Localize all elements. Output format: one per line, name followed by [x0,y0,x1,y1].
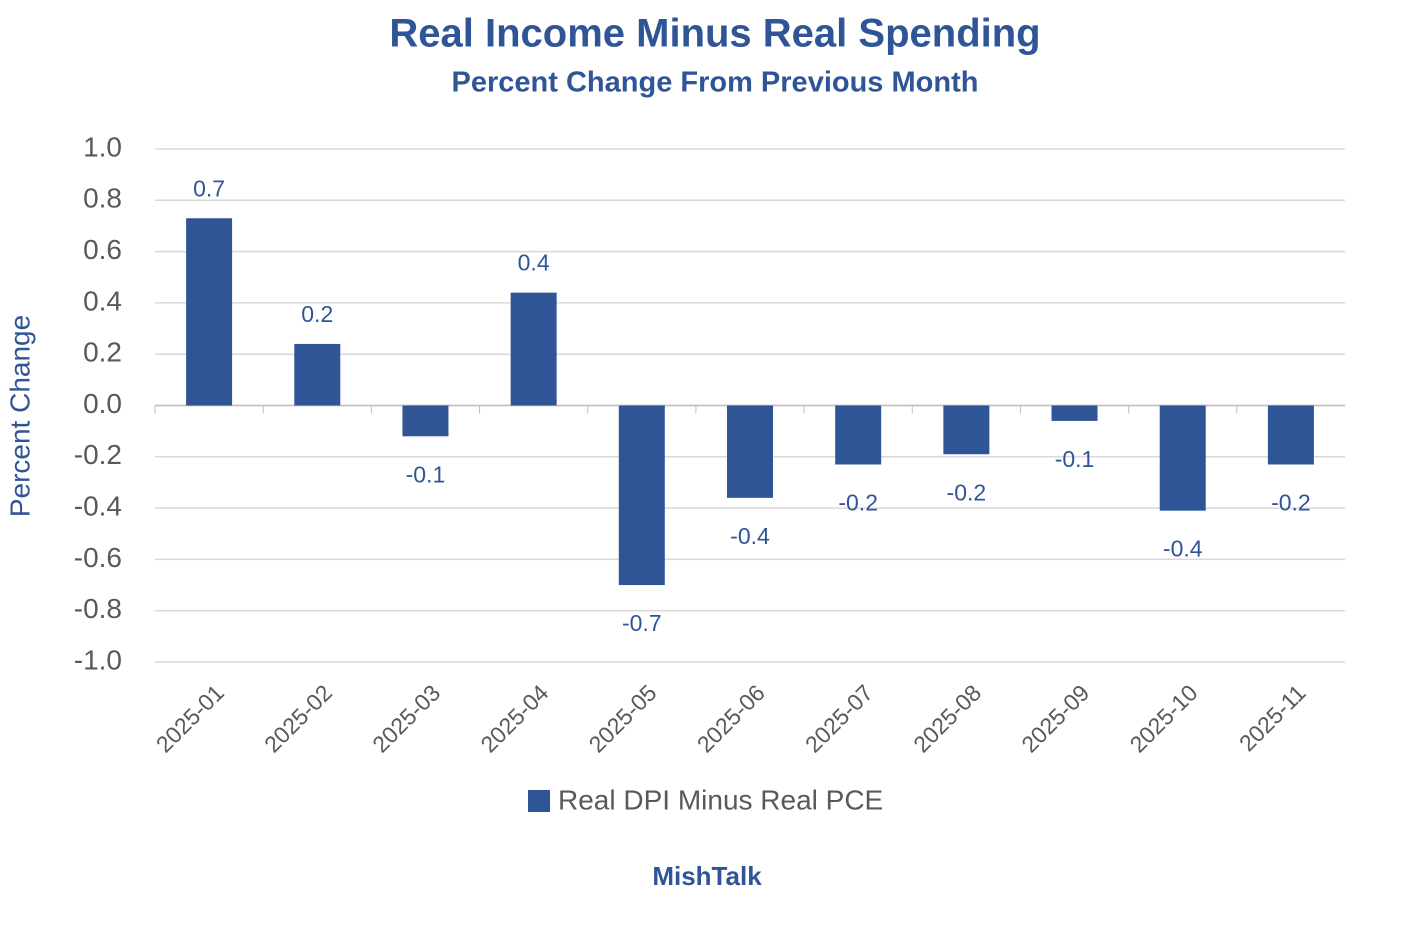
bar [1267,405,1314,465]
x-tick-label: 2025-08 [908,679,986,757]
bar [1051,405,1098,421]
data-label: -0.4 [1163,536,1203,562]
data-label: 0.4 [518,250,550,276]
data-label: -0.1 [406,461,446,487]
x-tick-label: 2025-10 [1124,679,1202,757]
legend-swatch [528,790,550,812]
chart-title: Real Income Minus Real Spending [389,12,1040,56]
y-tick-label: -0.2 [74,439,122,470]
chart-subtitle: Percent Change From Previous Month [452,67,979,99]
y-tick-label: 0.8 [83,183,122,214]
bar [294,343,341,406]
y-tick-label: 0.4 [83,285,122,316]
x-tick-label: 2025-06 [692,679,770,757]
data-label: -0.2 [838,490,878,516]
x-tick-label: 2025-01 [151,679,229,757]
x-tick-label: 2025-04 [475,679,553,757]
y-tick-label: 0.6 [83,234,122,265]
x-tick-label: 2025-07 [800,679,878,757]
bar [510,292,557,406]
data-label: -0.1 [1055,446,1095,472]
data-label: -0.2 [947,479,987,505]
y-tick-label: -0.4 [74,490,122,521]
y-tick-label: -0.6 [74,542,122,573]
bar [618,405,665,586]
x-tick-label: 2025-09 [1016,679,1094,757]
x-tick-label: 2025-03 [367,679,445,757]
y-tick-label: -0.8 [74,593,122,624]
data-label: 0.7 [193,175,225,201]
bar [943,405,990,455]
bar [186,218,233,406]
x-tick-label: 2025-02 [259,679,337,757]
data-label: 0.2 [301,301,333,327]
legend-label: Real DPI Minus Real PCE [558,784,883,815]
y-tick-label: 1.0 [83,131,122,162]
y-tick-label: -1.0 [74,644,122,675]
x-tick-label: 2025-05 [584,679,662,757]
footer: MishTalk [652,861,762,891]
bar [835,405,882,465]
y-tick-label: 0.0 [83,388,122,419]
bar [727,405,773,498]
data-label: -0.7 [622,610,662,636]
bar [1159,405,1206,511]
y-axis-title: Percent Change [4,315,35,517]
data-label: -0.4 [730,523,770,549]
y-tick-label: 0.2 [83,337,122,368]
x-tick-label: 2025-11 [1234,679,1311,756]
data-label: -0.2 [1271,490,1311,516]
bar [402,405,449,437]
